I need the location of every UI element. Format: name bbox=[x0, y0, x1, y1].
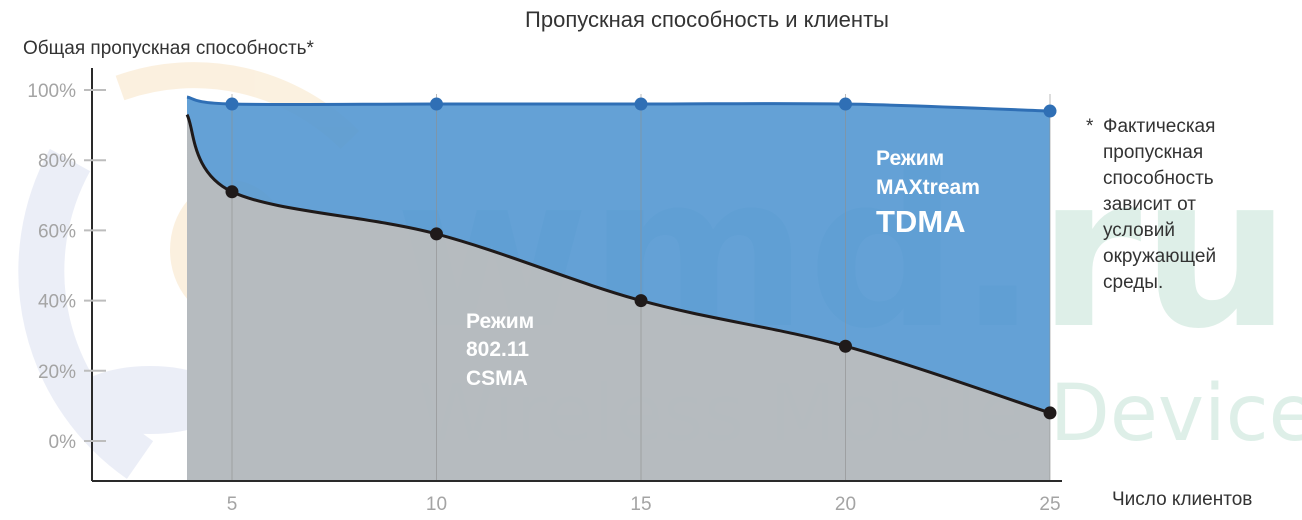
data-point bbox=[225, 185, 239, 199]
y-tick-label: 0% bbox=[49, 432, 77, 453]
data-point bbox=[839, 97, 852, 111]
series-label: 802.11 bbox=[466, 338, 529, 361]
footnote-line: пропускная bbox=[1103, 142, 1204, 163]
watermark-arc-blue bbox=[18, 148, 154, 479]
data-point bbox=[430, 227, 443, 241]
axes: 0% 20% 40% 60% 80% 100% 5 10 15 20 25 bbox=[27, 68, 1062, 515]
footnote-line: среды. bbox=[1103, 272, 1164, 293]
data-point bbox=[225, 97, 239, 111]
footnote: * Фактическая пропускная способность зав… bbox=[1086, 114, 1286, 296]
chart-title: Пропускная способность и клиенты bbox=[525, 7, 889, 32]
series-labels: Режим MAXtream TDMA Режим 802.11 CSMA bbox=[466, 147, 980, 390]
series-area bbox=[187, 114, 1050, 480]
x-axis-label: Число клиентов bbox=[1112, 489, 1252, 510]
footnote-line: окружающей bbox=[1103, 246, 1217, 267]
x-tick-label: 15 bbox=[630, 494, 651, 515]
data-point bbox=[839, 339, 852, 353]
data-point bbox=[634, 294, 648, 308]
footnote-line: способность bbox=[1103, 168, 1214, 189]
data-point bbox=[1043, 406, 1057, 420]
data-point bbox=[430, 97, 443, 111]
footnote-star: * bbox=[1086, 116, 1094, 137]
series-line bbox=[186, 95, 1051, 113]
plot-area bbox=[185, 94, 1057, 481]
series-label: TDMA bbox=[876, 204, 966, 239]
y-tick-label: 80% bbox=[38, 151, 76, 172]
x-tick-label: 10 bbox=[426, 494, 447, 515]
y-tick-label: 20% bbox=[38, 362, 76, 383]
x-tick-label: 20 bbox=[835, 494, 856, 515]
footnote-line: зависит от bbox=[1103, 194, 1196, 215]
y-axis-label: Общая пропускная способность* bbox=[23, 38, 315, 59]
y-tick-label: 40% bbox=[38, 292, 76, 313]
footnote-line: условий bbox=[1103, 220, 1175, 241]
y-tick-label: 60% bbox=[38, 221, 76, 242]
footnote-line: Фактическая bbox=[1103, 116, 1216, 137]
series-label: Режим bbox=[876, 147, 944, 170]
series-label: CSMA bbox=[466, 367, 528, 390]
data-point bbox=[634, 97, 648, 111]
series-label: Режим bbox=[466, 310, 534, 333]
series-label: MAXtream bbox=[876, 176, 980, 199]
y-tick-label: 100% bbox=[27, 81, 76, 102]
data-point bbox=[1043, 104, 1057, 118]
x-tick-label: 25 bbox=[1039, 494, 1060, 515]
x-tick-label: 5 bbox=[227, 494, 238, 515]
